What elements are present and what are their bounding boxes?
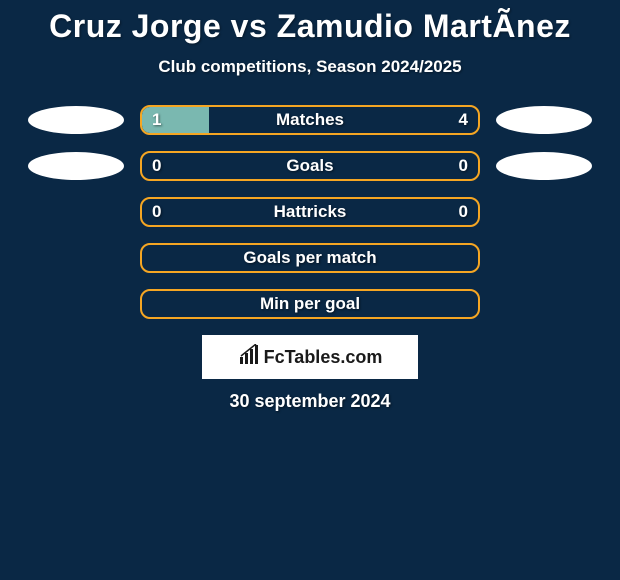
stat-label: Goals per match [243, 248, 376, 268]
stats-area: Matches 1 4 Goals 0 0 Hattricks 0 0 Goals per mat… [0, 105, 620, 319]
stat-value-right: 4 [459, 110, 468, 130]
stat-label: Hattricks [274, 202, 347, 222]
stat-value-left: 0 [152, 202, 161, 222]
stat-bar: Min per goal [140, 289, 480, 319]
stat-value-left: 1 [152, 110, 161, 130]
stat-row: Goals per match [0, 243, 620, 273]
brand-name: FcTables.com [264, 347, 383, 368]
player-left-badge [28, 152, 124, 180]
stat-bar: Goals 0 0 [140, 151, 480, 181]
stat-value-right: 0 [459, 156, 468, 176]
stat-row: Matches 1 4 [0, 105, 620, 135]
stat-row: Hattricks 0 0 [0, 197, 620, 227]
stat-bar: Hattricks 0 0 [140, 197, 480, 227]
stat-label: Goals [286, 156, 333, 176]
stat-row: Goals 0 0 [0, 151, 620, 181]
brand-badge: FcTables.com [202, 335, 418, 379]
player-left-badge [28, 106, 124, 134]
stat-label: Matches [276, 110, 344, 130]
stat-label: Min per goal [260, 294, 360, 314]
player-right-badge [496, 106, 592, 134]
page-subtitle: Club competitions, Season 2024/2025 [0, 57, 620, 77]
footer-date: 30 september 2024 [0, 391, 620, 412]
stat-value-right: 0 [459, 202, 468, 222]
player-right-badge [496, 152, 592, 180]
brand-chart-icon [238, 344, 260, 371]
stat-bar: Matches 1 4 [140, 105, 480, 135]
stat-row: Min per goal [0, 289, 620, 319]
stat-value-left: 0 [152, 156, 161, 176]
stat-bar: Goals per match [140, 243, 480, 273]
comparison-infographic: Cruz Jorge vs Zamudio MartÃnez Club comp… [0, 0, 620, 412]
page-title: Cruz Jorge vs Zamudio MartÃnez [0, 8, 620, 45]
